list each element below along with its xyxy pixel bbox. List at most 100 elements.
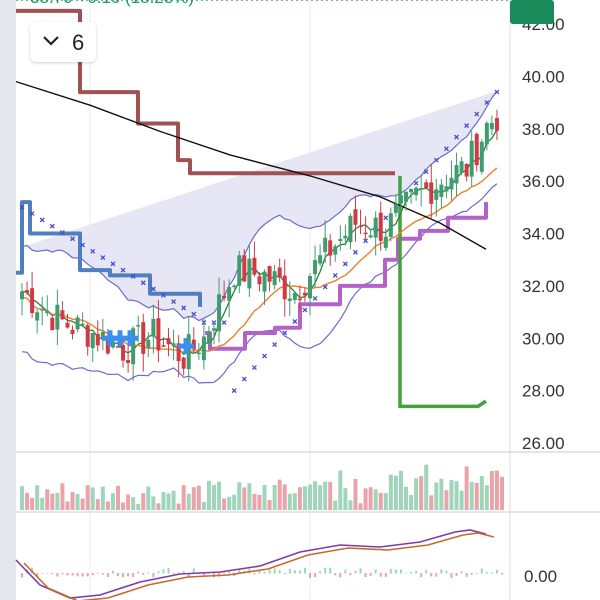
volume-bar — [25, 492, 30, 510]
sar-marker — [90, 248, 96, 254]
volume-bar — [454, 481, 459, 510]
volume-bar — [141, 493, 146, 510]
candle-body — [404, 191, 408, 202]
candle-body — [338, 238, 343, 242]
macd-histogram-bar — [152, 573, 155, 578]
volume-bar — [50, 493, 55, 510]
candle-body — [464, 164, 469, 177]
macd-histogram-bar — [329, 567, 332, 574]
sar-marker — [241, 376, 247, 382]
macd-histogram-bar — [309, 573, 311, 578]
candle-body — [373, 217, 378, 238]
sar-marker — [312, 295, 318, 301]
candle-body — [30, 288, 35, 314]
macd-histogram-bar — [167, 567, 170, 574]
volume-bar — [494, 470, 499, 510]
volume-bar — [459, 490, 464, 510]
volume-bar — [151, 496, 156, 510]
volume-bar — [116, 485, 120, 510]
candle-body — [424, 182, 429, 188]
macd-histogram-bar — [394, 569, 397, 574]
volume-bar — [378, 492, 383, 510]
macd-histogram-bar — [293, 570, 296, 574]
candle-body — [323, 237, 328, 252]
sar-marker — [211, 320, 217, 325]
candle-body — [318, 255, 323, 264]
volume-bar — [201, 501, 206, 510]
sar-marker — [251, 365, 257, 371]
macd-histogram-bar — [339, 573, 342, 578]
volume-bar — [55, 492, 60, 510]
macd-histogram-bar — [319, 571, 322, 574]
candle-body — [166, 338, 171, 345]
volume-bar — [30, 497, 35, 510]
interval-selector[interactable]: 6 — [30, 22, 96, 62]
volume-bar — [328, 482, 333, 510]
candles — [20, 109, 499, 382]
volume-bar — [419, 476, 424, 510]
volume-bar — [409, 495, 414, 510]
cross-markers — [102, 330, 194, 355]
volume-bar — [40, 497, 45, 510]
cross-marker — [178, 338, 194, 355]
y-tick-label: 34.00 — [522, 225, 565, 244]
sar-marker — [110, 261, 116, 267]
candle-body — [176, 343, 181, 362]
sar-marker — [302, 307, 308, 313]
candle-body — [212, 328, 216, 331]
macd-histogram-bar — [111, 570, 114, 574]
volume-bar — [237, 482, 242, 510]
sar-marker — [100, 255, 106, 261]
macd-histogram-bar — [71, 573, 74, 576]
candle-body — [454, 165, 459, 184]
candle-body — [363, 232, 368, 235]
volume-bar — [474, 483, 479, 510]
sar-marker — [59, 229, 65, 235]
volume-bar — [90, 487, 95, 510]
volume-bar — [70, 492, 75, 510]
candle-body — [282, 275, 287, 300]
candle-body — [206, 333, 211, 344]
sar-marker — [272, 342, 278, 347]
volume-bar — [313, 481, 318, 510]
candle-body — [358, 225, 363, 228]
macd-histogram-bar — [117, 573, 119, 577]
sar-marker — [282, 330, 288, 336]
candle-body — [348, 215, 353, 243]
candle-body — [313, 260, 318, 275]
volume-bar — [242, 487, 247, 510]
macd-histogram-bar — [374, 569, 377, 574]
volume-bar — [176, 503, 181, 510]
candle-body — [201, 336, 206, 361]
candle-body — [439, 184, 444, 197]
macd-histogram-bar — [470, 573, 473, 575]
volume-bar — [110, 493, 115, 510]
macd-histogram-bar — [364, 573, 367, 578]
volume-bar — [469, 481, 474, 510]
bollinger-upper — [21, 90, 498, 322]
volume-bar — [20, 486, 24, 510]
macd-histogram-bar — [485, 571, 488, 574]
candle-body — [222, 295, 227, 299]
volume-bar — [277, 479, 282, 510]
volume-bar — [121, 502, 126, 510]
sar-marker — [49, 223, 55, 229]
volume-bar — [444, 490, 449, 510]
macd-histogram-bar — [172, 573, 175, 574]
sar-marker — [353, 249, 358, 255]
macd-histogram-bar — [415, 570, 418, 574]
sar-marker — [29, 211, 35, 217]
sar-marker — [322, 284, 328, 290]
sar-marker — [181, 305, 187, 311]
candle-body — [277, 267, 282, 278]
candle-body — [35, 312, 40, 321]
sar-marker — [161, 292, 166, 298]
macd-pane: 0.00 — [15, 529, 557, 600]
macd-histogram-bar — [450, 573, 453, 578]
volume-bar — [161, 492, 166, 510]
y-tick-label: 32.00 — [522, 277, 565, 296]
macd-histogram-bar — [495, 569, 498, 574]
candle-body — [116, 346, 120, 348]
last-price-label: 38.70 — [519, 0, 562, 4]
